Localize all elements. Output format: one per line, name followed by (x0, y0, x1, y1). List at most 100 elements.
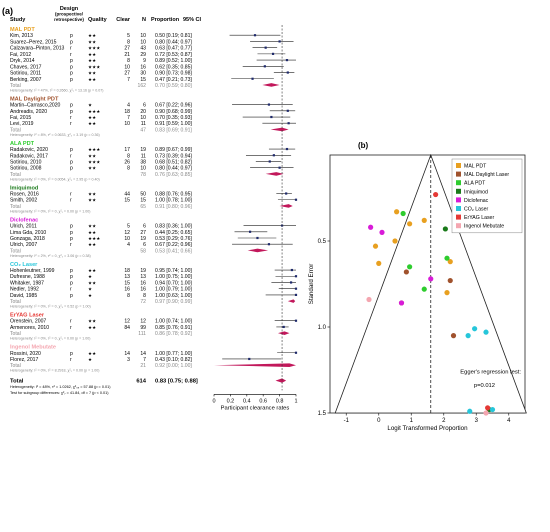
x-tick-label: 0.4 (243, 398, 251, 404)
group-total-ci: 0.97 [0.90; 0.99] (155, 299, 192, 305)
study-name: Martin–Carrasco,2020 (10, 103, 61, 109)
group-total-ci: 0.76 [0.63; 0.85] (155, 172, 192, 178)
overall-heterogeneity: Heterogeneity: I² = 48%, τ² = 1.0262, χ²… (10, 385, 111, 389)
group-title: Ingenol Mebutate (10, 345, 56, 351)
study-ci: 0.85 [0.76; 0.91] (155, 325, 192, 331)
study-ci: 1.00 [0.75; 1.00] (155, 274, 192, 280)
study-point (272, 154, 275, 157)
group-title: MAL Daylight PDT (10, 96, 59, 102)
header-quality: Quality (88, 17, 108, 23)
study-point (263, 65, 266, 68)
study-point (271, 52, 275, 55)
study-clear: 18 (124, 109, 130, 115)
study-clear: 8 (127, 39, 130, 45)
study-design: r (70, 52, 72, 58)
study-quality: ★★ (88, 58, 97, 63)
study-point (282, 325, 285, 329)
group-total-label: Total (10, 331, 21, 337)
study-clear: 26 (124, 159, 130, 165)
study-name: Florez, 2017 (10, 357, 38, 363)
study-name: Berking, 2007 (10, 77, 42, 83)
study-n: 99 (140, 325, 146, 331)
study-design: p (70, 230, 73, 236)
study-clear: 4 (127, 103, 130, 109)
study-point (248, 230, 252, 233)
study-design: r (70, 242, 72, 248)
study-ci: 0.90 [0.68; 0.99] (155, 109, 192, 115)
study-ci: 0.88 [0.76; 0.95] (155, 192, 192, 198)
overall-total-ci: 0.83 [0.75; 0.88] (155, 379, 198, 385)
study-n: 14 (140, 351, 146, 357)
group-diamond (277, 331, 290, 335)
study-name: Andreadis, 2020 (10, 109, 47, 115)
study-quality: ★★ (88, 198, 97, 203)
study-clear: 44 (124, 192, 130, 198)
group-total-label: Total (10, 299, 21, 305)
study-point (285, 147, 289, 151)
group-title: ALA PDT (10, 141, 35, 147)
study-n: 19 (140, 147, 146, 153)
study-ci: 1.00 [0.63; 1.00] (155, 293, 192, 299)
study-quality: ★★ (88, 230, 97, 235)
study-name: Radakovic, 2020 (10, 147, 48, 153)
study-quality: ★★★ (88, 159, 101, 164)
study-n: 10 (140, 39, 146, 45)
study-design: p (70, 293, 73, 299)
study-name: David, 1985 (10, 293, 37, 299)
group-total-n: 21 (140, 363, 146, 369)
study-name: Orenstein, 2007 (10, 319, 46, 325)
study-clear: 4 (127, 242, 130, 248)
group-heterogeneity: Heterogeneity: I² = 0%, τ² = 0, χ²₁ = 0.… (10, 209, 90, 213)
panel-a-label: (a) (2, 6, 13, 16)
group-diamond (262, 83, 280, 87)
study-n: 11 (141, 121, 146, 127)
study-name: Kim, 2013 (10, 33, 33, 39)
study-design: r (70, 287, 72, 293)
overall-diamond (275, 378, 287, 383)
study-point (278, 166, 281, 169)
group-title: CO₂ Laser (10, 262, 38, 268)
study-n: 16 (140, 280, 146, 286)
study-ci: 0.70 [0.35; 0.93] (155, 115, 192, 121)
group-heterogeneity: Heterogeneity: I² = 8%, τ² = 0.0633, χ²₃… (10, 133, 100, 137)
study-point (285, 59, 289, 62)
study-point (256, 236, 259, 240)
study-n: 15 (140, 77, 146, 83)
study-design: p (70, 71, 73, 77)
study-design: p (70, 77, 73, 83)
study-name: Dryk, 2014 (10, 58, 35, 64)
study-n: 38 (140, 159, 146, 165)
study-clear: 5 (127, 224, 130, 230)
study-clear: 10 (124, 121, 130, 127)
study-quality: ★★ (88, 280, 97, 285)
study-ci: 0.73 [0.39; 0.94] (155, 153, 192, 159)
study-design: p (70, 64, 73, 70)
group-heterogeneity: Heterogeneity: I² = 0%, τ² = 0.0054, χ²₃… (10, 177, 100, 181)
study-clear: 17 (124, 147, 130, 153)
study-design: p (70, 166, 73, 172)
study-point (290, 268, 293, 272)
study-n: 8 (143, 293, 146, 299)
study-clear: 15 (124, 198, 130, 204)
study-ci: 0.50 [0.19; 0.81] (155, 33, 192, 39)
subgroup-test: Test for subgroup differences: χ²₇ = 41.… (10, 391, 109, 395)
study-name: Sotiriou, 2011 (10, 71, 41, 77)
study-ci: 0.63 [0.47; 0.77] (155, 46, 192, 52)
study-clear: 21 (124, 52, 130, 58)
study-point (278, 40, 281, 43)
study-clear: 8 (127, 166, 130, 172)
study-quality: ★★ (88, 166, 97, 171)
study-design: p (70, 58, 73, 64)
study-name: Gonzaga, 2018 (10, 236, 45, 242)
study-n: 50 (140, 192, 146, 198)
group-total-n: 162 (138, 83, 147, 89)
study-ci: 0.95 [0.74; 1.00] (155, 268, 192, 274)
study-clear: 27 (124, 46, 130, 52)
group-total-n: 111 (138, 331, 146, 337)
study-name: Smith, 2002 (10, 198, 37, 204)
group-total-n: 65 (140, 204, 146, 210)
study-quality: ★★ (88, 33, 97, 38)
study-n: 27 (140, 230, 146, 236)
study-ci: 0.68 [0.51; 0.82] (155, 159, 192, 165)
group-total-ci: 0.83 [0.69; 0.91] (155, 127, 192, 133)
